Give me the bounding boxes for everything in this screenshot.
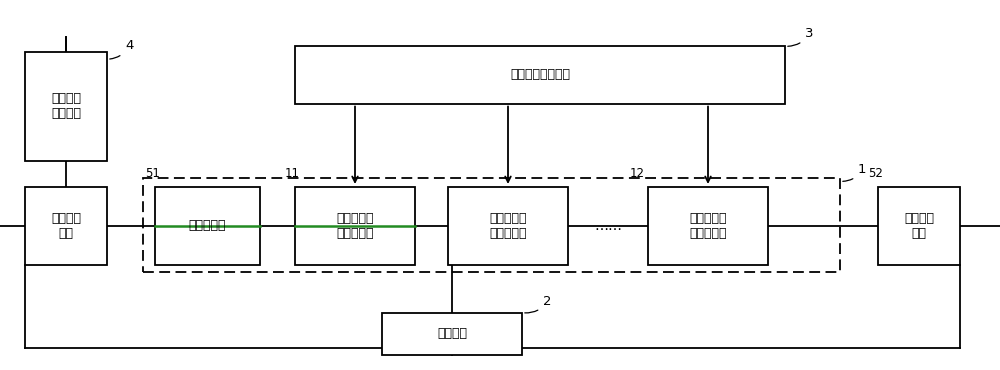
Text: 52: 52 — [868, 167, 883, 181]
Text: ……: …… — [594, 219, 622, 233]
Bar — [25, 52, 107, 161]
Bar — [155, 187, 260, 265]
Bar — [295, 187, 415, 265]
Bar — [878, 187, 960, 265]
Bar — [295, 46, 785, 104]
Text: 51: 51 — [145, 167, 160, 181]
Text: 可调电抗器: 可调电抗器 — [189, 219, 226, 232]
Text: 换流支路: 换流支路 — [437, 327, 467, 340]
Text: 第一隔离
开关: 第一隔离 开关 — [51, 212, 81, 240]
Text: 12: 12 — [630, 167, 645, 181]
Text: 3: 3 — [788, 27, 814, 46]
Text: 1: 1 — [843, 163, 866, 181]
Bar — [648, 187, 768, 265]
Text: 快速开关吸
能均压模块: 快速开关吸 能均压模块 — [689, 212, 727, 240]
Text: 第二隔离
开关: 第二隔离 开关 — [904, 212, 934, 240]
Text: 快速开关吸
能均压模块: 快速开关吸 能均压模块 — [489, 212, 527, 240]
Bar — [143, 178, 840, 272]
Text: 11: 11 — [285, 167, 300, 181]
Bar — [382, 313, 522, 355]
Text: 2: 2 — [525, 295, 552, 313]
Text: 快速开关吸
能均压模块: 快速开关吸 能均压模块 — [336, 212, 374, 240]
Text: 主回路电
抗器单元: 主回路电 抗器单元 — [51, 92, 81, 120]
Bar — [25, 187, 107, 265]
Text: 4: 4 — [110, 38, 133, 59]
Text: 快速开关供能单元: 快速开关供能单元 — [510, 68, 570, 81]
Bar — [448, 187, 568, 265]
